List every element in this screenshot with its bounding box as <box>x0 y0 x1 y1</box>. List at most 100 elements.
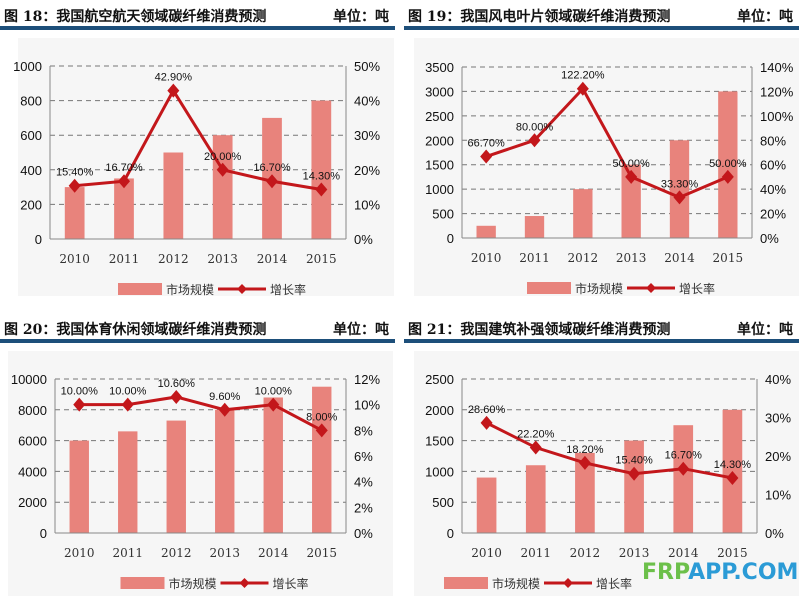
bar <box>69 440 89 533</box>
x-tick-label: 2013 <box>207 252 238 266</box>
y-right-tick-label: 40% <box>765 372 791 387</box>
bar <box>524 216 545 238</box>
legend-label: 增长率 <box>596 576 632 591</box>
y-left-tick-label: 3500 <box>425 60 454 75</box>
chart-panel-19: 图 19：我国风电叶片领域碳纤维消费预测 单位：吨 0 500 1000 1500 20… <box>404 0 799 296</box>
chart-panel-21: 图 21：我国建筑补强领域碳纤维消费预测 单位：吨 0 500 1000 1500 20… <box>404 313 799 596</box>
y-left-tick-label: 0 <box>447 231 454 246</box>
x-tick-label: 2012 <box>158 252 189 266</box>
unit-label: 单位：吨 <box>333 322 389 338</box>
legend-label: 市场规模 <box>492 576 540 591</box>
legend-label: 增长率 <box>273 576 309 591</box>
growth-marker <box>528 133 541 148</box>
data-label: 15.40% <box>56 167 94 179</box>
bar <box>312 386 332 533</box>
growth-marker <box>625 169 638 184</box>
bar <box>476 477 497 533</box>
x-tick-label: 2010 <box>64 546 95 560</box>
bar <box>525 465 546 533</box>
bar <box>673 425 694 533</box>
y-right-tick-label: 0% <box>354 232 373 247</box>
data-label: 14.30% <box>303 171 341 183</box>
y-right-tick-label: 12% <box>354 372 380 387</box>
y-right-tick-label: 10% <box>354 398 380 413</box>
bar <box>311 100 332 239</box>
x-tick-label: 2013 <box>616 251 647 265</box>
legend-label: 市场规模 <box>169 576 217 591</box>
chart-svg: 0 500 1000 1500 2000 2500 3000 3500 0% 20% 40% 60% 8… <box>414 38 799 296</box>
y-right-tick-label: 40% <box>760 182 786 197</box>
growth-marker <box>167 83 180 98</box>
y-right-tick-label: 0% <box>765 526 784 541</box>
x-tick-label: 2010 <box>59 252 90 266</box>
y-right-tick-label: 30% <box>354 128 380 143</box>
legend-label: 市场规模 <box>166 282 214 296</box>
data-label: 22.20% <box>517 429 555 441</box>
legend-label: 增长率 <box>270 282 306 296</box>
legend-label: 市场规模 <box>575 281 623 296</box>
watermark-part1: FRP <box>642 560 689 585</box>
data-label: 42.90% <box>155 72 193 84</box>
x-tick-label: 2010 <box>471 251 502 265</box>
data-label: 14.30% <box>714 459 752 471</box>
chart-svg: 0 2000 4000 6000 8000 10000 0% 2% 4% 6% 8% 10% 12% 20… <box>8 351 393 596</box>
y-right-tick-label: 0% <box>760 231 779 246</box>
unit-label: 单位：吨 <box>333 9 389 25</box>
y-left-tick-label: 2000 <box>425 133 454 148</box>
chart-title: 图 19：我国风电叶片领域碳纤维消费预测 <box>408 9 671 25</box>
x-tick-label: 2014 <box>258 546 289 560</box>
data-label: 80.00% <box>516 121 554 133</box>
bar <box>263 397 283 533</box>
data-label: 15.40% <box>615 455 653 467</box>
y-left-tick-label: 0 <box>447 526 454 541</box>
legend-marker <box>237 284 247 294</box>
chart-panel-18: 图 18：我国航空航天领域碳纤维消费预测 单位：吨 0 200 400 600 800 1… <box>0 0 395 296</box>
y-right-tick-label: 120% <box>760 84 794 99</box>
growth-line <box>485 86 729 199</box>
x-tick-label: 2014 <box>257 252 288 266</box>
y-left-tick-label: 6000 <box>18 434 47 449</box>
unit-label: 单位：吨 <box>737 9 793 25</box>
y-left-tick-label: 600 <box>20 128 42 143</box>
legend-marker <box>563 578 573 588</box>
bar <box>118 431 138 533</box>
growth-marker <box>529 440 542 455</box>
x-tick-label: 2015 <box>713 251 744 265</box>
bar <box>64 187 85 239</box>
y-left-tick-label: 3000 <box>425 84 454 99</box>
chart-background <box>18 38 394 296</box>
growth-marker <box>726 470 739 485</box>
growth-line <box>485 421 733 480</box>
bar <box>163 152 184 239</box>
growth-marker <box>267 397 280 412</box>
bar <box>215 409 235 533</box>
growth-marker <box>218 402 231 417</box>
x-tick-label: 2011 <box>109 252 140 266</box>
y-right-tick-label: 30% <box>765 411 791 426</box>
title-rule <box>0 339 395 343</box>
x-tick-label: 2013 <box>619 546 650 560</box>
growth-marker <box>576 81 589 96</box>
y-left-tick-label: 200 <box>20 197 42 212</box>
y-left-tick-label: 8000 <box>18 403 47 418</box>
x-tick-label: 2014 <box>668 546 699 560</box>
growth-line <box>74 87 322 192</box>
data-label: 33.30% <box>661 178 699 190</box>
y-left-tick-label: 1500 <box>425 434 454 449</box>
y-left-tick-label: 0 <box>40 526 47 541</box>
data-label: 10.00% <box>61 386 99 398</box>
x-tick-label: 2015 <box>306 252 337 266</box>
chart-panel-20: 图 20：我国体育休闲领域碳纤维消费预测 单位：吨 0 2000 4000 6000 8… <box>0 313 395 596</box>
title-rule <box>404 339 799 343</box>
growth-marker <box>266 174 278 189</box>
title-rule <box>0 26 395 30</box>
y-right-tick-label: 2% <box>354 500 373 515</box>
data-label: 50.00% <box>709 158 747 170</box>
y-right-tick-label: 40% <box>354 94 380 109</box>
y-left-tick-label: 500 <box>432 495 454 510</box>
y-left-tick-label: 2500 <box>425 372 454 387</box>
bar <box>669 140 690 238</box>
y-right-tick-label: 0% <box>354 526 373 541</box>
data-label: 20.00% <box>204 151 242 163</box>
x-tick-label: 2010 <box>471 546 502 560</box>
